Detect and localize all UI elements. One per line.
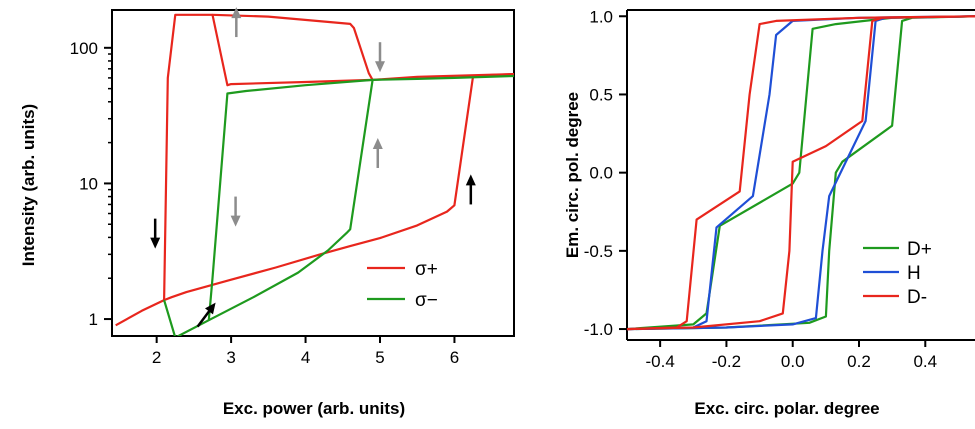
- left-legend-label: σ+: [415, 259, 438, 280]
- left-series-group: [115, 13, 514, 336]
- right-series-line: [626, 15, 975, 331]
- right-legend-label: H: [907, 263, 921, 284]
- left-ylabel: Intensity (arb. units): [19, 104, 38, 266]
- right-legend-label: D+: [907, 239, 932, 260]
- right-xtick-label: -0.4: [645, 352, 674, 371]
- left-xtick-label: 3: [226, 348, 235, 367]
- right-xlabel: Exc. circ. polar. degree: [694, 399, 879, 418]
- right-xtick-label: 0.2: [847, 352, 871, 371]
- right-ytick-label: -0.5: [584, 242, 613, 261]
- hysteresis-arrow-head: [231, 7, 242, 19]
- right-ytick-label: 0.0: [589, 164, 613, 183]
- hysteresis-arrow-head: [372, 138, 383, 149]
- hysteresis-arrow-head: [375, 61, 385, 73]
- right-series-line: [626, 15, 975, 331]
- left-xlabel: Exc. power (arb. units): [223, 399, 405, 418]
- left-xtick-label: 4: [301, 348, 310, 367]
- right-ylabel: Em. circ. pol. degree: [563, 92, 582, 258]
- hysteresis-arrow-head: [150, 237, 161, 249]
- hysteresis-arrow-head: [205, 302, 216, 315]
- right-xtick-label: 0.0: [781, 352, 805, 371]
- right-ytick-label: -1.0: [584, 320, 613, 339]
- hysteresis-arrow-head: [465, 174, 476, 186]
- right-legend-label: D-: [907, 287, 927, 308]
- left-series-line: [212, 13, 374, 81]
- left-xtick-label: 6: [450, 348, 459, 367]
- left-xtick-label: 2: [152, 348, 161, 367]
- left-xtick-label: 5: [375, 348, 384, 367]
- left-ytick-label: 10: [79, 174, 98, 193]
- left-legend-label: σ−: [415, 290, 438, 311]
- left-series-line: [115, 73, 514, 327]
- left-series-line: [163, 74, 514, 336]
- right-xtick-label: 0.4: [913, 352, 937, 371]
- hysteresis-arrow-head: [230, 215, 241, 227]
- right-series-line: [626, 15, 975, 331]
- right-xtick-label: -0.2: [712, 352, 741, 371]
- right-ytick-label: 0.5: [589, 85, 613, 104]
- right-series-line: [626, 15, 975, 331]
- right-ytick-label: 1.0: [589, 7, 613, 26]
- left-ytick-label: 100: [70, 39, 98, 58]
- left-ytick-label: 1: [89, 310, 98, 329]
- right-series-line: [626, 15, 975, 331]
- right-series-line: [626, 15, 975, 331]
- left-plot-frame: [111, 9, 515, 337]
- left-series-line: [207, 78, 373, 321]
